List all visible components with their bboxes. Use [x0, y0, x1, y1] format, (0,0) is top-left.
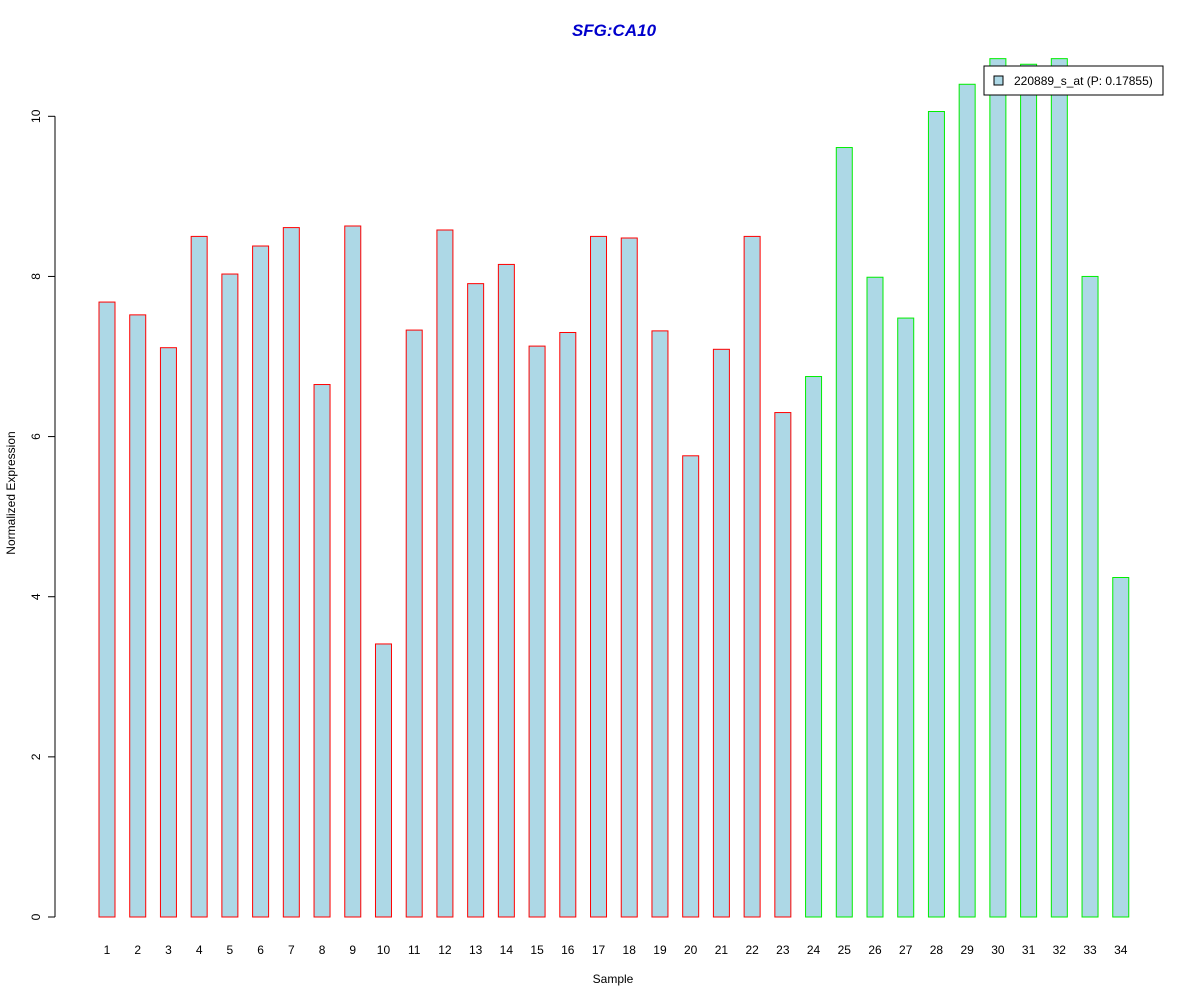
bar	[1020, 63, 1038, 918]
bar	[252, 245, 270, 918]
y-tick-label: 2	[29, 753, 43, 760]
bars	[98, 58, 1130, 918]
bar	[344, 225, 362, 918]
bar	[467, 283, 485, 918]
x-tick-label: 33	[1083, 943, 1097, 957]
x-tick-label: 24	[807, 943, 821, 957]
bar	[927, 110, 945, 918]
bar	[897, 317, 915, 918]
x-tick-label: 14	[500, 943, 514, 957]
bar	[774, 412, 792, 918]
x-tick-label: 18	[623, 943, 637, 957]
x-tick-label: 8	[319, 943, 326, 957]
x-tick-label: 1	[104, 943, 111, 957]
legend-box	[983, 65, 1164, 96]
x-tick-label: 9	[349, 943, 356, 957]
x-tick-label: 10	[377, 943, 391, 957]
x-tick-label: 26	[868, 943, 882, 957]
x-tick-label: 28	[930, 943, 944, 957]
x-tick-label: 13	[469, 943, 483, 957]
x-tick-label: 19	[653, 943, 667, 957]
y-tick-label: 10	[29, 109, 43, 123]
y-tick-label: 8	[29, 273, 43, 280]
legend: 220889_s_at (P: 0.17855)	[983, 65, 1164, 96]
x-tick-label: 20	[684, 943, 698, 957]
bar	[620, 237, 638, 918]
x-tick-label: 21	[715, 943, 729, 957]
bar	[129, 314, 147, 918]
bar	[374, 643, 392, 918]
y-tick-label: 0	[29, 913, 43, 920]
y-axis: 0 2 4 6 8 10	[29, 109, 56, 920]
x-tick-label: 30	[991, 943, 1005, 957]
bar	[1112, 577, 1130, 918]
x-tick-label: 34	[1114, 943, 1128, 957]
y-tick-label: 4	[29, 593, 43, 600]
bar	[835, 147, 853, 918]
x-axis-label: Sample	[593, 972, 634, 986]
x-tick-label: 15	[530, 943, 544, 957]
bar	[1050, 58, 1068, 918]
bar	[682, 455, 700, 918]
x-tick-label: 23	[776, 943, 790, 957]
x-tick-label: 31	[1022, 943, 1036, 957]
x-tick-label: 27	[899, 943, 913, 957]
bar	[712, 348, 730, 918]
bar	[805, 376, 823, 918]
bar	[958, 83, 976, 918]
x-tick-label: 25	[838, 943, 852, 957]
legend-label: 220889_s_at (P: 0.17855)	[1014, 74, 1153, 88]
bar	[436, 229, 454, 918]
bar	[528, 345, 546, 918]
y-axis-label: Normalized Expression	[4, 431, 18, 554]
bar	[989, 58, 1007, 918]
bar	[159, 347, 177, 918]
bar	[221, 273, 239, 918]
x-tick-label: 32	[1053, 943, 1067, 957]
bar	[98, 301, 116, 918]
x-tick-label: 29	[960, 943, 974, 957]
bar	[1081, 275, 1099, 918]
x-tick-label: 22	[745, 943, 759, 957]
x-tick-label: 6	[257, 943, 264, 957]
x-tick-label: 16	[561, 943, 575, 957]
x-tick-label: 5	[227, 943, 234, 957]
y-tick-label: 6	[29, 433, 43, 440]
x-tick-label: 3	[165, 943, 172, 957]
bar	[190, 235, 208, 918]
bar	[405, 329, 423, 918]
x-tick-label: 2	[134, 943, 141, 957]
x-tick-labels: 1 2 3 4 5 6 7 8 9 10 11 12 13 14 15 16 17 18 19 20 21 22 23 24 2…	[104, 943, 1128, 957]
chart-title: SFG:CA10	[572, 21, 657, 40]
bar	[651, 330, 669, 918]
x-tick-label: 7	[288, 943, 295, 957]
bar	[743, 235, 761, 918]
x-tick-label: 4	[196, 943, 203, 957]
bar	[866, 276, 884, 918]
bar	[313, 384, 331, 918]
x-tick-label: 17	[592, 943, 606, 957]
x-tick-label: 11	[408, 943, 421, 957]
x-tick-label: 12	[438, 943, 452, 957]
bar	[282, 227, 300, 918]
bar	[559, 331, 577, 918]
bar	[497, 263, 515, 918]
bar	[590, 235, 608, 918]
legend-swatch	[993, 75, 1004, 86]
